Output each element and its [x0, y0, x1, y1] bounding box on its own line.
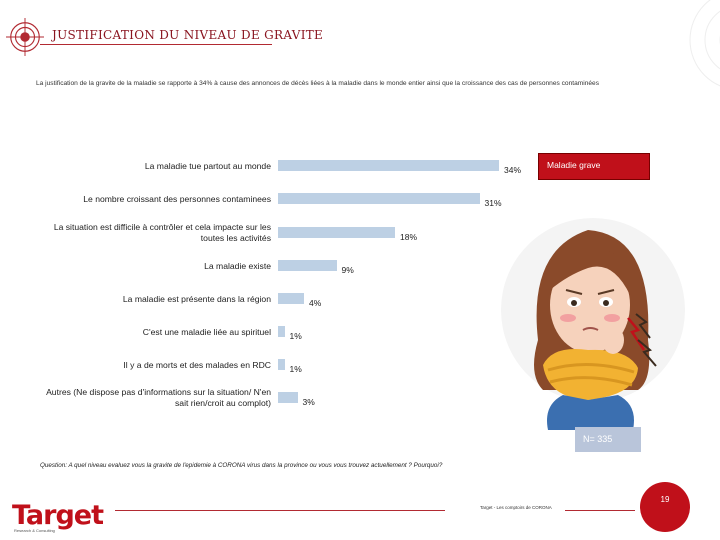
bar-label-1: Le nombre croissant des personnes contam…: [83, 194, 271, 205]
footer-divider-left: [115, 510, 445, 511]
bar-label-4: La maladie est présente dans la région: [123, 294, 271, 305]
bar-0: [278, 160, 499, 171]
footer-note: Target - Les comptoirs de CORONA: [480, 505, 552, 510]
bar-value-0: 34%: [504, 165, 522, 175]
sample-size-label: N= 335: [583, 434, 613, 444]
bar-label-line: Il y a de morts et des malades en RDC: [123, 359, 271, 370]
bar-label-3: La maladie existe: [204, 261, 271, 272]
bar-4: [278, 293, 304, 304]
legend-item: Maladie grave: [538, 153, 650, 180]
bar-label-line: C'est une maladie liée au spirituel: [142, 326, 271, 337]
target-logo-icon: [6, 18, 44, 56]
bar-1: [278, 193, 480, 204]
bar-value-7: 3%: [302, 397, 315, 407]
bar-label-line: Le nombre croissant des personnes contam…: [83, 193, 271, 204]
bar-label-line: sait rien/croit au complot): [175, 398, 271, 408]
bar-label-line: Autres (Ne dispose pas d'informations su…: [46, 387, 271, 397]
bar-label-line: La situation est difficile à contrôler e…: [53, 222, 271, 232]
background-rings-icon: [689, 0, 720, 87]
bar-value-5: 1%: [289, 331, 302, 341]
page-title: JUSTIFICATION DU NIVEAU DE GRAVITE: [52, 28, 324, 42]
bar-5: [278, 326, 285, 337]
footer-divider-right: [565, 510, 635, 511]
bar-2: [278, 227, 395, 238]
sick-woman-illustration-icon: [501, 218, 685, 430]
bar-label-5: C'est une maladie liée au spirituel: [143, 327, 271, 338]
bar-value-2: 18%: [400, 232, 418, 242]
bar-label-0: La maladie tue partout au monde: [145, 161, 271, 172]
title-divider: [40, 44, 272, 45]
bar-3: [278, 260, 337, 271]
bar-label-2: La situation est difficile à contrôler e…: [54, 222, 271, 244]
brand-subtitle: Research & Consulting: [14, 528, 55, 533]
bar-label-6: Il y a de morts et des malades en RDC: [123, 360, 271, 371]
bar-label-7: Autres (Ne dispose pas d'informations su…: [46, 387, 271, 409]
brand-logo: Target: [12, 500, 104, 531]
bar-label-line: toutes les activités: [200, 233, 271, 243]
legend-label: Maladie grave: [547, 160, 601, 170]
bar-7: [278, 392, 298, 403]
page-number-badge: 19: [640, 482, 690, 532]
bar-value-6: 1%: [289, 364, 302, 374]
bar-6: [278, 359, 285, 370]
bar-label-line: La maladie existe: [204, 260, 271, 271]
bar-label-line: La maladie est présente dans la région: [122, 293, 271, 304]
bar-value-4: 4%: [309, 298, 322, 308]
bar-value-1: 31%: [484, 198, 502, 208]
sample-size-box: N= 335: [575, 427, 641, 452]
intro-text: La justification de la gravite de la mal…: [36, 80, 600, 87]
bar-value-3: 9%: [341, 265, 354, 275]
bar-label-line: La maladie tue partout au monde: [144, 160, 271, 171]
page-number: 19: [660, 495, 670, 504]
survey-question: Question: A quel niveau evaluez vous la …: [40, 462, 443, 469]
